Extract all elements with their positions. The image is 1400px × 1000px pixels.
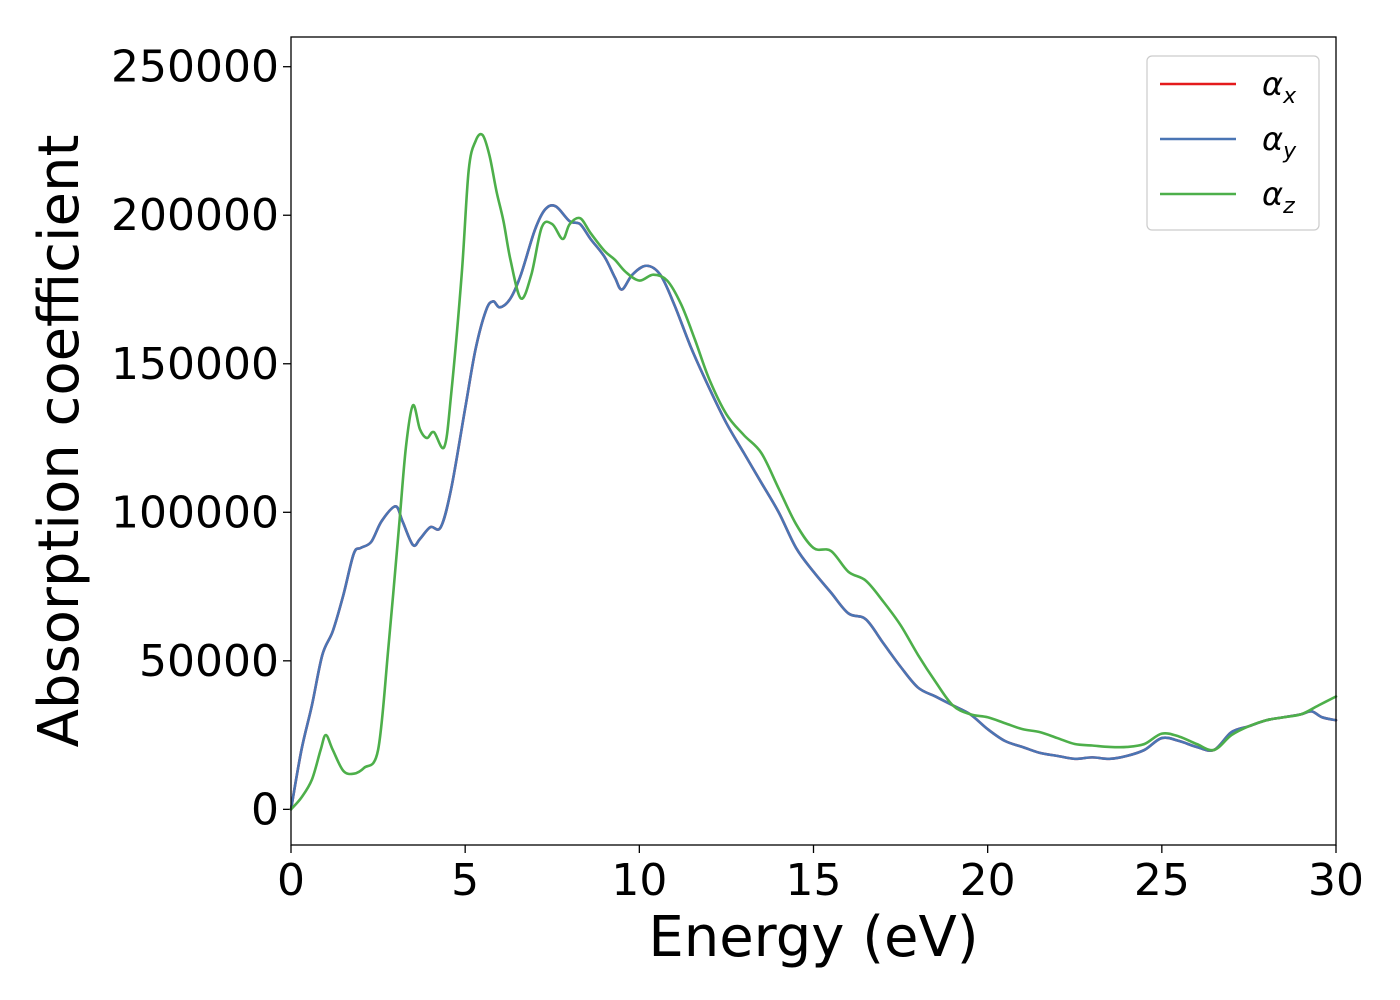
- x-tick-label: 15: [786, 855, 842, 906]
- x-axis-title: Energy (eV): [648, 905, 978, 970]
- legend-item-z: αz: [1160, 175, 1295, 219]
- series-line-y: [289, 204, 1338, 811]
- x-tick-label: 20: [960, 855, 1016, 906]
- y-axis-title: Absorption coefficient: [27, 135, 92, 748]
- legend-box: [1146, 55, 1320, 231]
- x-tick-label: 10: [611, 855, 667, 906]
- legend: αx αy αz: [1146, 55, 1320, 231]
- y-tick-label: 150000: [111, 339, 279, 390]
- x-axis-ticks: 0 5 10 15 20 25 30: [277, 845, 1364, 906]
- series-lines: [289, 132, 1338, 811]
- y-tick-label: 250000: [111, 42, 279, 93]
- y-tick-label: 50000: [139, 636, 279, 687]
- y-tick-label: 200000: [111, 190, 279, 241]
- x-tick-label: 30: [1308, 855, 1364, 906]
- legend-label: αz: [1262, 175, 1295, 219]
- x-tick-label: 5: [451, 855, 479, 906]
- x-tick-label: 0: [277, 855, 305, 906]
- y-tick-label: 100000: [111, 487, 279, 538]
- plot-frame: [290, 36, 1337, 846]
- x-tick-label: 25: [1134, 855, 1190, 906]
- legend-label: αx: [1262, 65, 1297, 109]
- legend-item-y: αy: [1160, 120, 1297, 164]
- series-line-z: [289, 132, 1338, 811]
- legend-label: αy: [1262, 120, 1297, 164]
- legend-item-x: αx: [1160, 65, 1297, 109]
- y-axis-ticks: 0 50000 100000 150000 200000 250000: [111, 42, 291, 835]
- y-tick-label: 0: [251, 784, 279, 835]
